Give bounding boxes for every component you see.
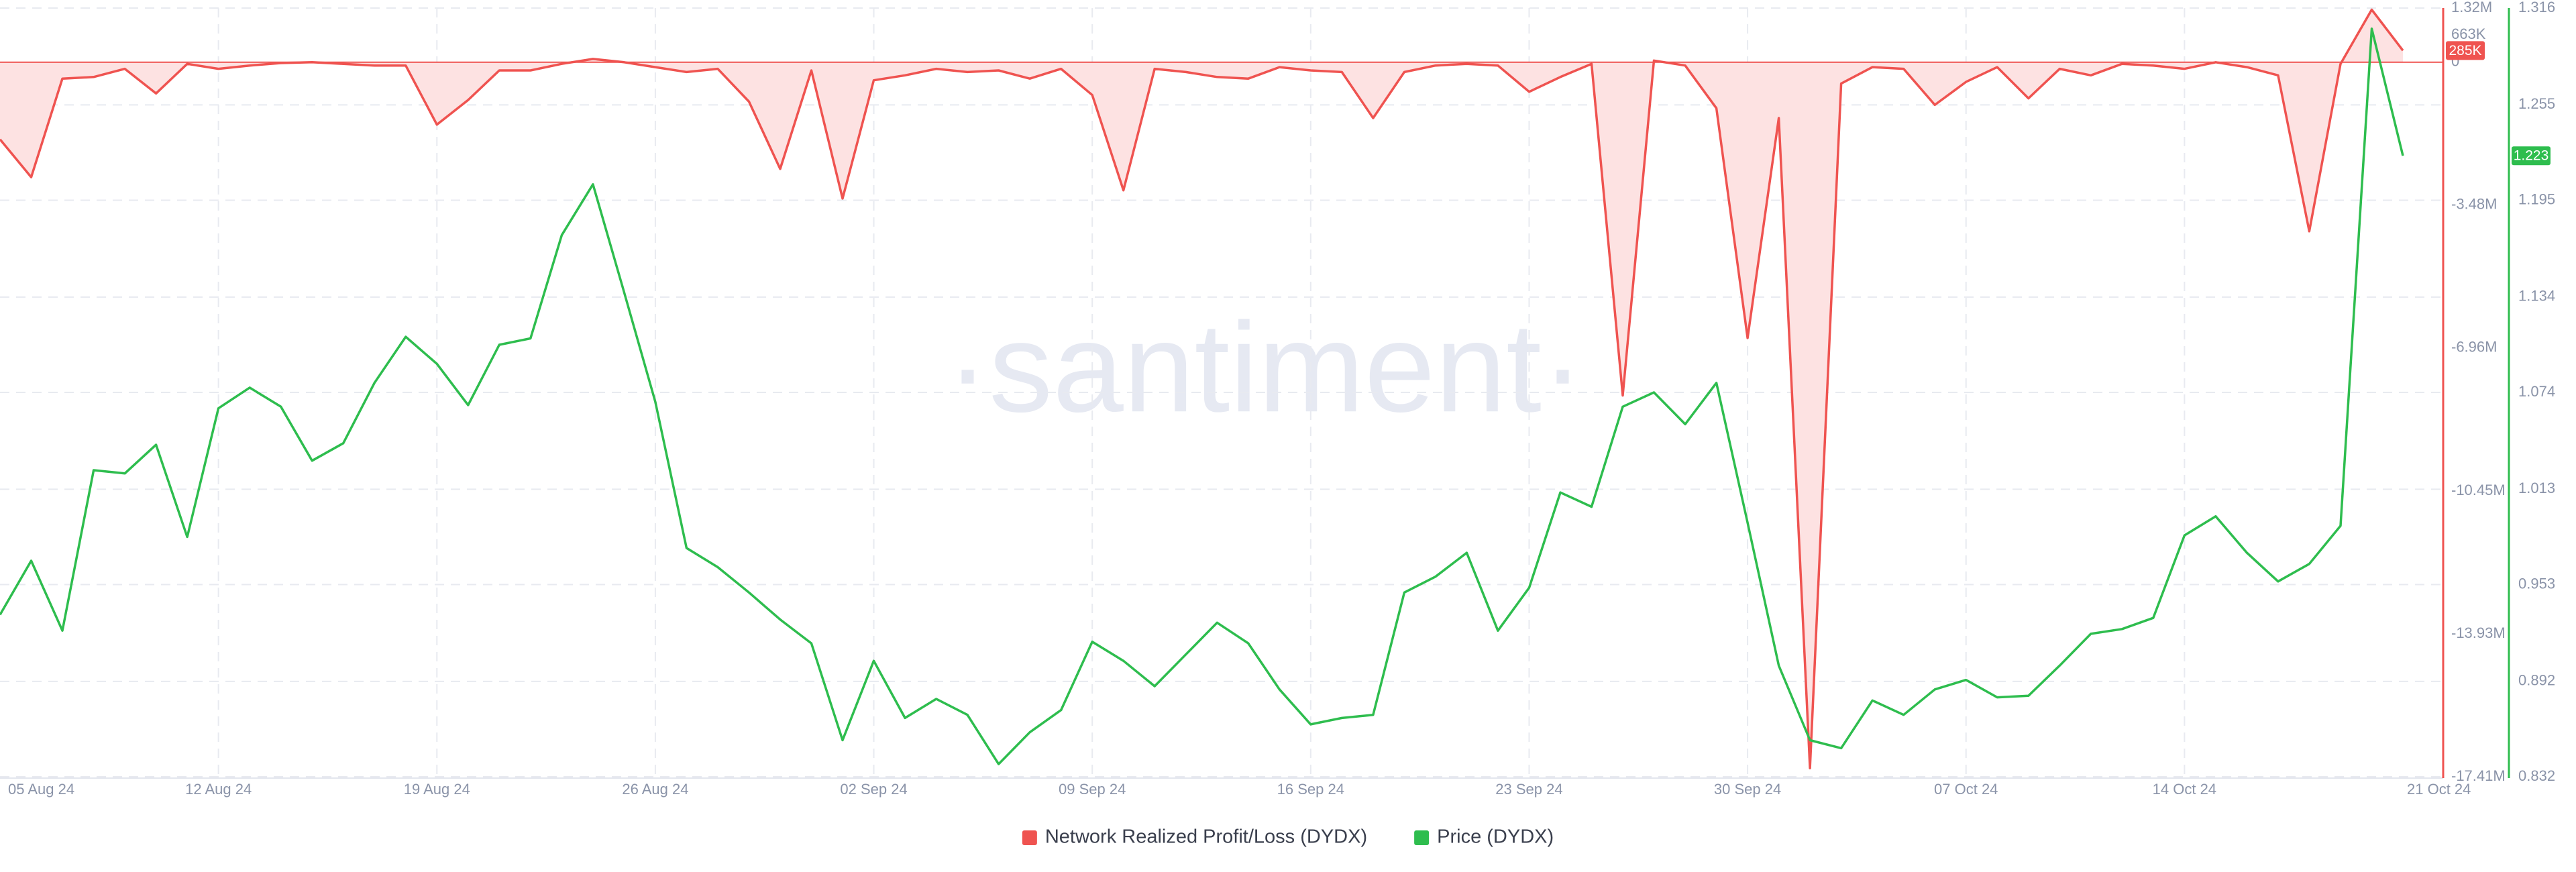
y2-tick-label: 1.195 [2518, 190, 2555, 207]
y2-tick-label: 1.316 [2518, 0, 2555, 15]
y-tick-label: -3.48M [2451, 196, 2497, 213]
x-tick-label: 09 Sep 24 [1059, 781, 1126, 798]
y-tick-label: 663K [2451, 25, 2486, 42]
y-tick-label: -17.41M [2451, 767, 2506, 784]
watermark: ·santiment· [947, 296, 1584, 439]
value-tag-label: 285K [2449, 43, 2481, 58]
y-tick-label: 1.32M [2451, 0, 2492, 15]
value-tag [2446, 41, 2485, 60]
y2-tick-label: 0.832 [2518, 767, 2555, 784]
line [0, 8, 2404, 769]
x-tick-label: 02 Sep 24 [840, 781, 907, 798]
x-tick-label: 19 Aug 24 [404, 781, 470, 798]
x-tick-label: 26 Aug 24 [622, 781, 688, 798]
area [0, 9, 2403, 769]
y2-tick-label: 0.953 [2518, 575, 2555, 592]
legend-swatch [1022, 830, 1037, 845]
y-tick-label: -10.45M [2451, 482, 2506, 498]
x-tick-label: 07 Oct 24 [1934, 781, 1998, 798]
x-tick-label: 12 Aug 24 [185, 781, 252, 798]
value-tag-label: 1.223 [2514, 148, 2549, 164]
legend-swatch [1414, 830, 1430, 845]
y2-tick-label: 0.892 [2518, 672, 2555, 689]
y-tick-label: -6.96M [2451, 338, 2497, 355]
x-tick-label: 16 Sep 24 [1277, 781, 1344, 798]
legend-label: Network Realized Profit/Loss (DYDX) [1045, 826, 1367, 848]
x-tick-label: 23 Sep 24 [1495, 781, 1562, 798]
y2-tick-label: 1.013 [2518, 480, 2555, 496]
x-tick-label: 21 Oct 24 [2407, 781, 2471, 798]
y2-tick-label: 1.074 [2518, 383, 2555, 400]
x-tick-label: 30 Sep 24 [1714, 781, 1781, 798]
y2-tick-label: 1.255 [2518, 95, 2555, 112]
legend-label: Price (DYDX) [1437, 826, 1554, 848]
x-tick-label: 14 Oct 24 [2153, 781, 2216, 798]
x-tick-label: 05 Aug 24 [8, 781, 74, 798]
value-tag [2512, 146, 2551, 166]
line [0, 28, 2404, 765]
y2-tick-label: 1.134 [2518, 288, 2555, 305]
y-tick-label: -13.93M [2451, 624, 2506, 641]
